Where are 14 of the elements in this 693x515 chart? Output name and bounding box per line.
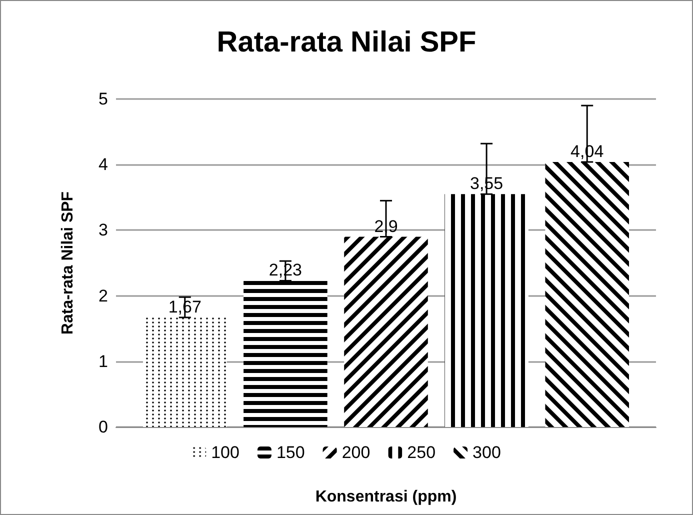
legend-label: 250 (407, 443, 436, 462)
legend-label: 300 (472, 443, 501, 462)
y-tick-label: 4 (98, 155, 108, 174)
y-tick-label: 3 (98, 220, 108, 240)
y-tick-label: 1 (98, 352, 108, 371)
x-axis-title: Konsentrasi (ppm) (315, 488, 457, 506)
legend-label: 100 (211, 443, 240, 462)
legend-label: 200 (342, 443, 370, 462)
y-tick-label: 5 (98, 90, 108, 108)
legend-label: 150 (276, 443, 305, 462)
chart-title: Rata-rata Nilai SPF (216, 26, 476, 58)
y-tick-label: 2 (98, 286, 108, 306)
y-axis-title: Rata-rata Nilai SPF (60, 191, 76, 335)
y-tick-label: 0 (98, 418, 108, 436)
